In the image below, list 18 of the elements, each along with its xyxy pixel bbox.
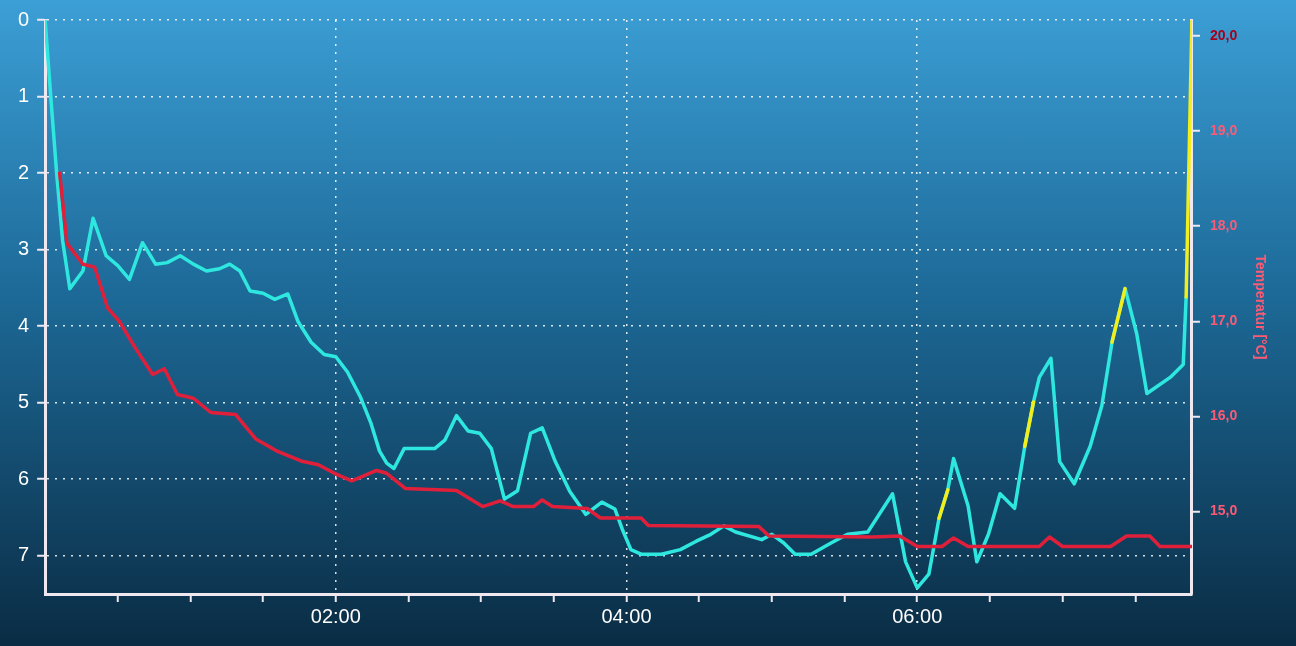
y2-tick-label: 19,0 <box>1209 122 1238 139</box>
y-tick-label: 7 <box>18 543 30 566</box>
y2-tick-label: 16,0 <box>1209 407 1238 424</box>
x-tick-label: 04:00 <box>601 604 652 627</box>
y-tick-label: 4 <box>18 313 30 336</box>
y-tick-label: 2 <box>18 160 30 183</box>
y-tick-label: 3 <box>18 237 30 260</box>
x-tick-label: 02:00 <box>310 604 361 627</box>
y2-tick-label: 15,0 <box>1209 502 1238 519</box>
x-tick-label: 06:00 <box>892 604 943 627</box>
y2-tick-label: 20,0 <box>1209 27 1238 44</box>
y2-axis-title: Temperatur [°C] <box>1252 254 1269 360</box>
y-tick-label: 0 <box>18 7 30 30</box>
y-tick-label: 1 <box>18 84 30 107</box>
y2-tick-label: 18,0 <box>1209 217 1238 234</box>
y-tick-label: 6 <box>18 466 30 489</box>
y2-tick-label: 17,0 <box>1209 312 1238 329</box>
y-tick-label: 5 <box>18 390 30 413</box>
